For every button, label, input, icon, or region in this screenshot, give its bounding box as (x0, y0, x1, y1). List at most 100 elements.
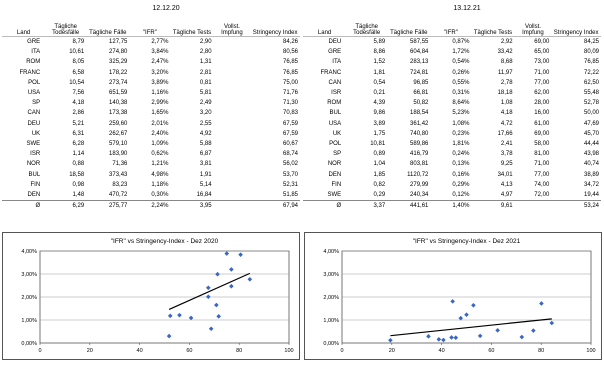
table-cell: 56,02 (282, 161, 298, 168)
table-cell: 76,85 (282, 69, 298, 76)
table-cell: 127,75 (86, 36, 130, 48)
average-row: Ø 3,37 441,61 1,40% 9,61 53,24 (303, 200, 601, 212)
table-cell: ROM (26, 59, 41, 66)
table-cell: 52,31 (282, 181, 298, 188)
table-cell: 1,14 (72, 151, 85, 158)
table-cell: CAN (328, 79, 342, 86)
table-cell: 0,55% (452, 79, 470, 86)
table-cell: 81,00 (534, 151, 550, 158)
table-cell: 589,86 (410, 140, 429, 147)
trendline (168, 272, 251, 310)
table-cell: USA (27, 90, 41, 97)
x-tick-label: 20 (389, 348, 395, 354)
table-cell: NOR (327, 161, 342, 168)
table-cell: DEU (303, 36, 347, 48)
table-cell: 0,82 (373, 181, 386, 188)
table-cell: 1,48 (72, 191, 85, 198)
table-dec-2021: 13.12.21 Land Tägliche Todesfälle Tägliche… (303, 5, 601, 212)
table-cell: 50,82 (413, 100, 429, 107)
table-row: ISR 1,14 183,90 0,62% 6,87 68,74 (2, 149, 300, 159)
table-cell: FIN (30, 181, 41, 188)
average-row: Ø 6,29 275,77 2,24% 3,95 67,94 (2, 200, 300, 212)
column-header: Vollst. Impfung (522, 24, 544, 36)
table-cell: 740,80 (410, 130, 429, 137)
column-header: Vollst. Impfung (221, 24, 243, 36)
table-row: NOR 1,04 803,81 0,13% 9,25 71,00 40,74 (303, 159, 601, 169)
table-cell: 34,72 (583, 181, 599, 188)
table-cell: 373,43 (109, 171, 128, 178)
scatter-chart-2020: "IFR" vs Stringency-Index - Dez 2020 0,00… (2, 232, 300, 360)
table-row: ITA 10,61 274,80 3,84% 2,80 80,56 (2, 47, 300, 57)
table-cell: 9,61 (471, 200, 515, 212)
table-cell: 651,59 (109, 90, 128, 97)
table-cell: 4,97 (500, 191, 513, 198)
column-header: Tägliche Todesfälle (52, 24, 80, 36)
table-cell: 4,98% (151, 171, 169, 178)
table-cell: DEN (27, 191, 41, 198)
table-cell: 2,80 (199, 49, 212, 56)
table-cell: 1,04 (373, 161, 386, 168)
table-cell: 0,87% (430, 36, 472, 48)
table-cell: GRE (328, 49, 342, 56)
table-cell: 80,56 (282, 49, 298, 56)
table-cell: 0,30% (151, 191, 169, 198)
table-cell: 1,31 (199, 59, 212, 66)
table-cell: UK (332, 130, 342, 137)
column-header: Land (317, 30, 332, 36)
table-cell: 279,99 (410, 181, 429, 188)
table-cell (214, 68, 251, 78)
table-cell: 0,23% (452, 130, 470, 137)
table-row: BUL 9,86 188,54 5,23% 4,18 16,00 50,00 (303, 108, 601, 118)
table-cell: 140,38 (109, 100, 128, 107)
table-cell: 55,48 (583, 90, 599, 97)
table-cell: 19,44 (583, 191, 599, 198)
table-cell: SP (333, 151, 342, 158)
x-tick-label: 40 (439, 348, 445, 354)
table-cell: 1,09% (151, 140, 169, 147)
table-row: NOR 0,88 71,36 1,21% 3,81 56,02 (2, 159, 300, 169)
table-cell: 44,44 (583, 140, 599, 147)
table-cell: 96,85 (413, 79, 429, 86)
table-cell: 67,59 (282, 130, 298, 137)
table-cell: 66,81 (413, 90, 429, 97)
table-cell: BUL (329, 110, 342, 117)
table-cell: 2,40% (151, 130, 169, 137)
table-cell: 72,22 (583, 69, 599, 76)
table-cell: 183,90 (109, 151, 128, 158)
table-cell: 1120,72 (407, 171, 429, 178)
table-cell: 67,94 (250, 200, 300, 212)
table-cell: 83,23 (112, 181, 128, 188)
table-cell: 470,72 (109, 191, 128, 198)
table-cell: 1,16% (151, 90, 169, 97)
table-cell: SWE (26, 140, 41, 147)
table-date: 13.12.21 (453, 5, 481, 12)
table-cell: 71,00 (534, 161, 550, 168)
table-cell: 38,89 (583, 171, 599, 178)
table-cell: 0,88 (72, 161, 85, 168)
table-cell: 259,60 (109, 120, 128, 127)
table-cell: 3,20% (151, 69, 169, 76)
table-cell: Ø (2, 200, 46, 212)
y-tick-label: 3,00% (21, 272, 37, 278)
table-cell: 188,54 (410, 110, 429, 117)
table-cell: 51,85 (282, 191, 298, 198)
table-cell: 61,00 (534, 120, 550, 127)
y-tick-label: 0,00% (21, 341, 37, 347)
table-cell: 69,00 (534, 130, 550, 137)
table-row: UK 6,31 262,67 2,40% 4,92 67,59 (2, 129, 300, 139)
table-cell: 74,00 (534, 181, 550, 188)
table-cell: 10,54 (69, 79, 85, 86)
table-row: USA 7,56 651,59 1,16% 5,81 71,76 (2, 88, 300, 98)
y-tick-label: 4,00% (323, 249, 339, 255)
table-cell: FRANC (320, 69, 342, 76)
table-row: USA 3,89 361,42 1,08% 4,72 61,00 47,69 (303, 119, 601, 129)
table-cell: 1,75 (373, 130, 386, 137)
table-cell (214, 139, 251, 149)
table-cell (213, 36, 251, 48)
table-cell: 6,28 (72, 140, 85, 147)
table-row: GRE 8,86 604,84 1,72% 33,42 65,00 80,09 (303, 47, 601, 57)
table-cell: 273,74 (109, 79, 128, 86)
table-cell: 5,14 (199, 181, 212, 188)
y-tick-label: 1,00% (21, 318, 37, 324)
data-point (477, 333, 483, 339)
